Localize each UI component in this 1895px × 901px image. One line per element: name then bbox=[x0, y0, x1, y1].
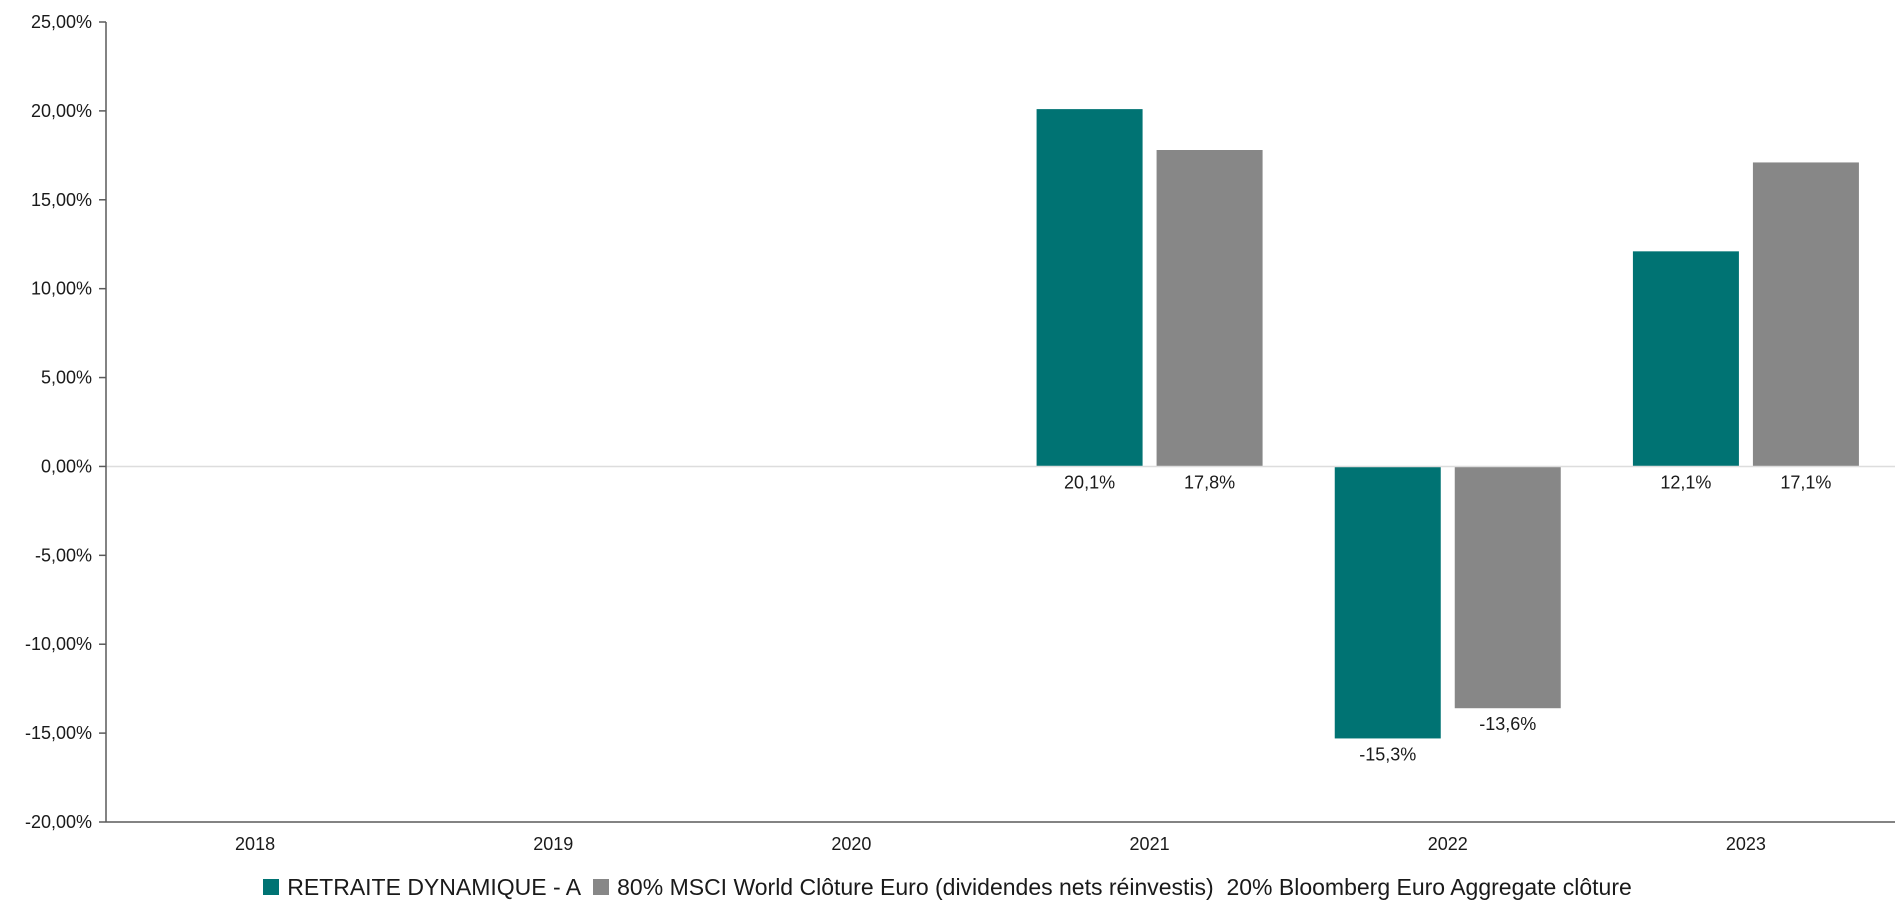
y-tick-label: -5,00% bbox=[35, 545, 92, 565]
legend-swatch-fund bbox=[263, 879, 280, 895]
y-tick-label: 20,00% bbox=[31, 101, 92, 121]
legend-label-benchmark: 80% MSCI World Clôture Euro (dividendes … bbox=[617, 873, 1632, 900]
bars bbox=[1036, 109, 1859, 739]
x-tick-label: 2023 bbox=[1726, 834, 1766, 854]
bar bbox=[1632, 251, 1739, 467]
legend-item-benchmark: 80% MSCI World Clôture Euro (dividendes … bbox=[593, 874, 1632, 901]
data-labels: 20,1% -15,3% 12,1% 17,8% -13,6% 17,1% bbox=[1064, 472, 1831, 764]
data-label: 17,1% bbox=[1780, 472, 1831, 492]
x-tick-label: 2019 bbox=[533, 834, 573, 854]
bar bbox=[1334, 466, 1441, 739]
y-axis-ticks: 25,00% 20,00% 15,00% 10,00% 5,00% 0,00% -5,00%… bbox=[25, 12, 106, 832]
bar bbox=[1454, 466, 1561, 709]
data-label: -13,6% bbox=[1479, 714, 1536, 734]
x-tick-label: 2022 bbox=[1428, 834, 1468, 854]
data-label: -15,3% bbox=[1359, 744, 1416, 764]
bar bbox=[1752, 162, 1859, 467]
legend-swatch-benchmark bbox=[593, 879, 610, 895]
bar bbox=[1156, 150, 1263, 467]
y-tick-label: 0,00% bbox=[41, 456, 92, 476]
y-tick-label: 15,00% bbox=[31, 190, 92, 210]
x-axis-ticks: 2018 2019 2020 2021 2022 2023 bbox=[235, 834, 1766, 854]
x-tick-label: 2018 bbox=[235, 834, 275, 854]
legend-item-fund: RETRAITE DYNAMIQUE - A bbox=[263, 874, 581, 901]
y-tick-label: 25,00% bbox=[31, 12, 92, 32]
y-tick-label: 10,00% bbox=[31, 279, 92, 299]
x-tick-label: 2021 bbox=[1130, 834, 1170, 854]
y-tick-label: -15,00% bbox=[25, 723, 92, 743]
legend: RETRAITE DYNAMIQUE - A 80% MSCI World Cl… bbox=[0, 873, 1895, 901]
data-label: 12,1% bbox=[1660, 472, 1711, 492]
legend-label-fund: RETRAITE DYNAMIQUE - A bbox=[287, 873, 582, 900]
y-tick-label: -20,00% bbox=[25, 812, 92, 832]
data-label: 20,1% bbox=[1064, 472, 1115, 492]
data-label: 17,8% bbox=[1184, 472, 1235, 492]
y-tick-label: -10,00% bbox=[25, 634, 92, 654]
bar-chart: 25,00% 20,00% 15,00% 10,00% 5,00% 0,00% -5,00%… bbox=[25, 12, 1895, 854]
x-tick-label: 2020 bbox=[831, 834, 871, 854]
y-tick-label: 5,00% bbox=[41, 368, 92, 388]
bar bbox=[1036, 109, 1143, 467]
